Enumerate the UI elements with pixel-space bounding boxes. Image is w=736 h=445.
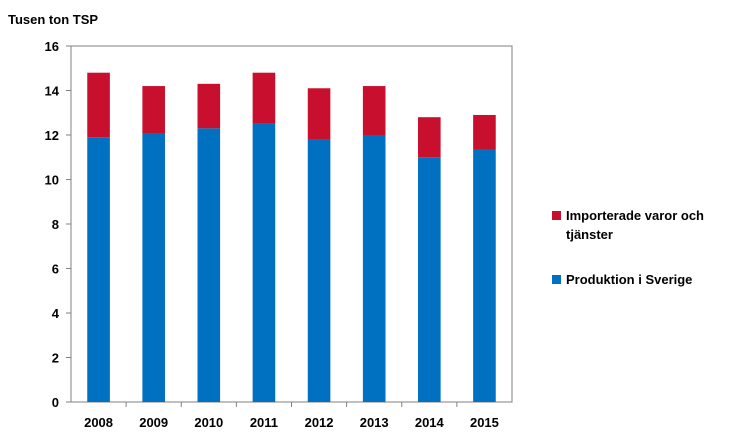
bar-produktion [142,133,165,402]
bar-produktion [473,149,496,402]
y-tick-label: 2 [52,351,59,366]
x-tick-label: 2014 [415,415,445,430]
y-axis-label: Tusen ton TSP [8,12,98,27]
legend-line: Importerade varor och [566,208,704,223]
bar-import [197,83,221,129]
y-tick-label: 0 [52,395,59,410]
bar-produktion [418,157,441,402]
x-tick-label: 2009 [139,415,168,430]
x-tick-label: 2012 [305,415,334,430]
x-tick-label: 2010 [194,415,223,430]
y-tick-label: 10 [45,173,59,188]
axes: 0 2 4 6 8 10 12 14 16 2008 2009 2010 2011 2012 2013 201… [45,39,499,430]
x-tick-label: 2013 [360,415,389,430]
bars [87,72,496,402]
bar-produktion [197,128,221,402]
bar-import [87,72,110,138]
y-tick-label: 12 [45,128,59,143]
bar-import [418,117,441,158]
legend-swatch-import [552,211,561,220]
legend-line: tjänster [566,227,613,242]
y-tick-label: 16 [45,39,59,54]
plot-area [70,45,513,403]
x-tick-label: 2011 [250,415,278,430]
legend-line: Produktion i Sverige [566,272,692,287]
bar-produktion [252,123,276,402]
bar-import [473,114,496,150]
y-tick-label: 8 [52,217,59,232]
bar-import [362,86,386,135]
bar-produktion [87,137,110,402]
legend-swatch-produktion [552,275,561,284]
y-tick-label: 6 [52,262,59,277]
legend: Importerade varor och tjänster Produktion … [552,208,704,287]
bar-produktion [307,139,331,402]
legend-label-import: Importerade varor och tjänster [566,208,704,242]
x-tick-label: 2008 [84,415,113,430]
bar-produktion [362,135,386,402]
bar-import [142,86,165,134]
bar-import [252,72,276,124]
x-tick-label: 2015 [470,415,499,430]
y-tick-label: 14 [45,84,60,99]
y-tick-label: 4 [52,306,60,321]
legend-label-produktion: Produktion i Sverige [566,272,692,287]
bar-import [307,88,331,140]
